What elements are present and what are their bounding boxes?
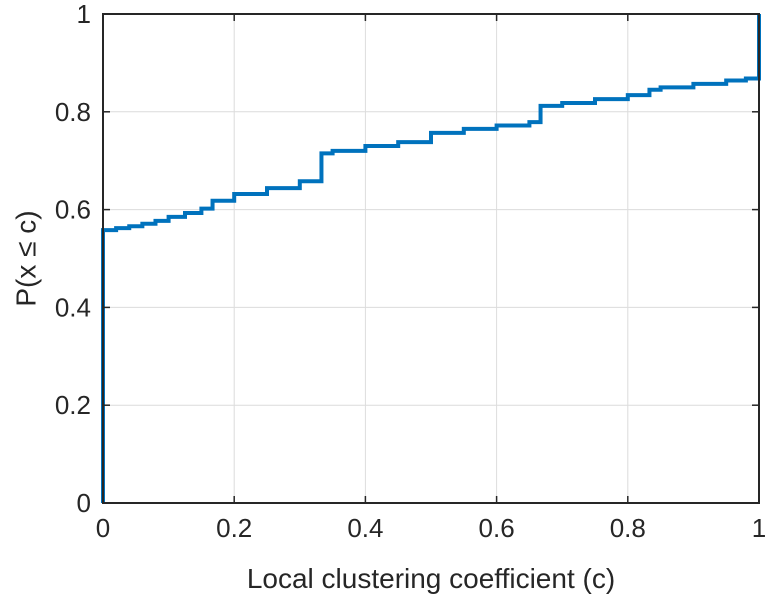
y-tick-label: 1: [77, 0, 91, 29]
y-axis-label: P(x ≤ c): [10, 210, 41, 306]
x-tick-label: 0.6: [479, 513, 515, 543]
axes-box: [102, 13, 760, 504]
y-tick-label: 0.4: [55, 292, 91, 322]
x-tick-label: 0.2: [216, 513, 252, 543]
x-tick-label: 1: [752, 513, 766, 543]
x-tick-label: 0.8: [610, 513, 646, 543]
y-tick-label: 0: [77, 488, 91, 518]
x-axis-label: Local clustering coefficient (c): [247, 563, 615, 594]
y-tick-label: 0.6: [55, 195, 91, 225]
tick-marks: [102, 13, 760, 504]
x-tick-label: 0.4: [347, 513, 383, 543]
y-tick-label: 0.8: [55, 97, 91, 127]
x-tick-labels: 0 0.2 0.4 0.6 0.8 1: [96, 513, 766, 543]
y-tick-labels: 0 0.2 0.4 0.6 0.8 1: [55, 0, 91, 518]
cdf-series-line: [101, 14, 761, 503]
y-tick-label: 0.2: [55, 390, 91, 420]
x-tick-label: 0: [96, 513, 110, 543]
series-group: [101, 14, 761, 503]
